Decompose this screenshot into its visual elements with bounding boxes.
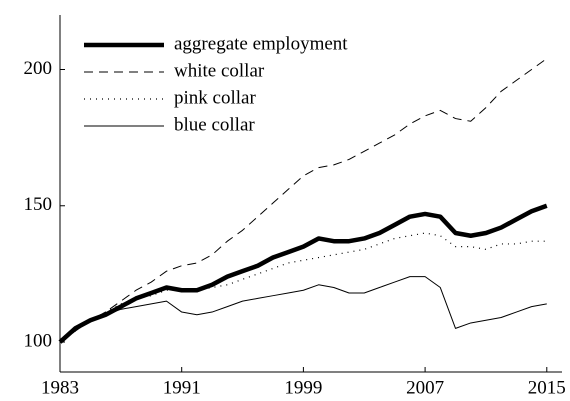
legend-label: pink collar bbox=[174, 87, 256, 108]
series-line bbox=[59, 58, 548, 343]
legend-label: blue collar bbox=[174, 114, 255, 135]
y-tick-label: 150 bbox=[24, 194, 53, 215]
series-line bbox=[59, 276, 547, 343]
series-line bbox=[59, 232, 547, 343]
x-tick-label: 1983 bbox=[41, 377, 79, 398]
x-tick-label: 2015 bbox=[528, 377, 566, 398]
legend-label: aggregate employment bbox=[174, 33, 348, 54]
series-line bbox=[58, 203, 548, 344]
y-tick-label: 200 bbox=[24, 58, 53, 79]
x-tick-label: 2007 bbox=[406, 377, 444, 398]
x-tick-label: 1999 bbox=[284, 377, 322, 398]
legend-label: white collar bbox=[174, 60, 265, 81]
x-tick-label: 1991 bbox=[163, 377, 201, 398]
y-tick-label: 100 bbox=[24, 330, 53, 351]
